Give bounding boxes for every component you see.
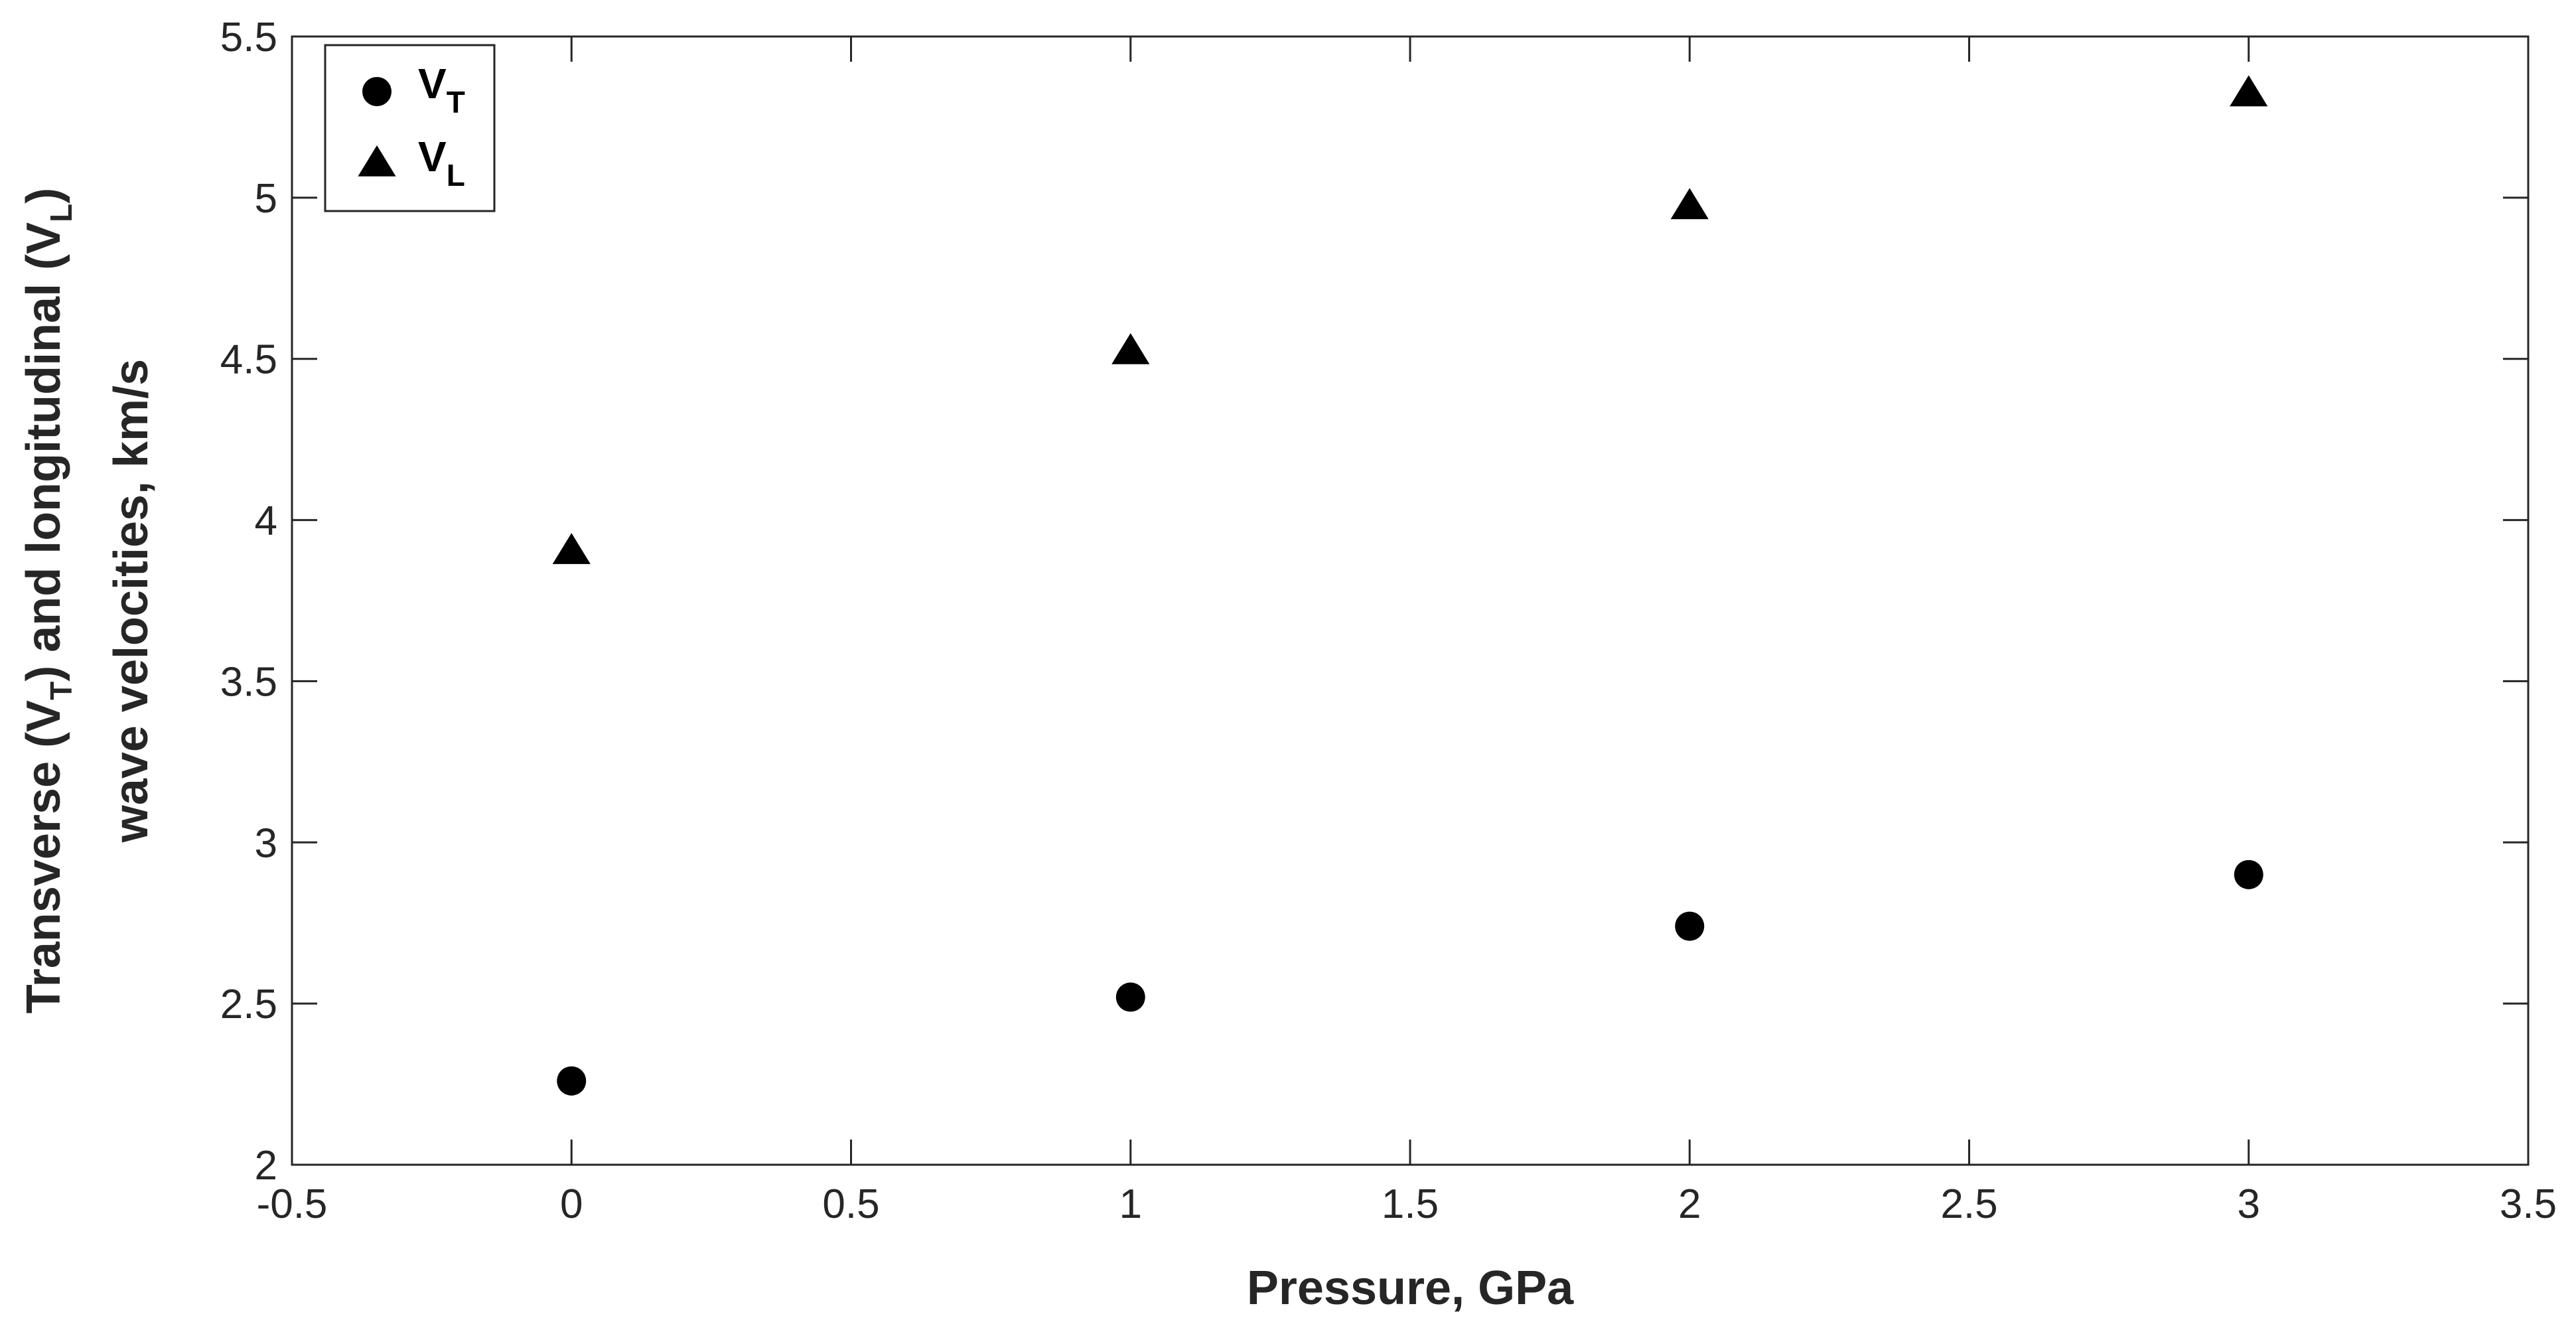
x-tick-label: 3.5 <box>2500 1181 2557 1227</box>
data-point-triangle <box>2230 75 2268 107</box>
data-point-triangle <box>1111 332 1150 364</box>
data-point-circle <box>1675 911 1705 941</box>
legend-item: VT <box>362 60 465 119</box>
x-axis-tick-labels: -0.5 0 0.5 1 1.5 2 2.5 3 3.5 <box>257 1181 2557 1227</box>
x-tick-label: 2 <box>1678 1181 1701 1227</box>
legend-label: VL <box>418 133 465 192</box>
data-point-triangle <box>1670 188 1709 220</box>
y-tick-label: 2 <box>255 1143 277 1189</box>
data-series <box>552 75 2268 1096</box>
legend-label-subscript: T <box>447 85 465 119</box>
y-axis-title-line-2: wave velocities, km/s <box>105 359 158 843</box>
y-axis-title-part: ) and longitudinal (V <box>17 222 70 682</box>
x-tick-label: 0 <box>560 1181 583 1227</box>
y-axis-title: Transverse (VT) and longitudinal (VL) wa… <box>17 188 158 1013</box>
y-axis-title-line-1: Transverse (VT) and longitudinal (VL) <box>17 188 78 1013</box>
x-tick-label: 1.5 <box>1382 1181 1439 1227</box>
legend-box <box>324 44 496 212</box>
y-tick-label: 3 <box>255 820 277 866</box>
x-tick-label: 2.5 <box>1940 1181 1997 1227</box>
x-tick-label: 3 <box>2238 1181 2260 1227</box>
x-tick-label: 1 <box>1119 1181 1142 1227</box>
y-axis-ticks <box>292 35 2528 1166</box>
y-axis-title-part: ) <box>17 188 70 204</box>
data-point-circle <box>1115 982 1145 1012</box>
data-point-circle <box>557 1066 587 1096</box>
legend-label-main: V <box>418 133 447 181</box>
y-tick-label: 5 <box>255 176 277 222</box>
y-tick-label: 4 <box>255 498 277 544</box>
y-axis-title-part: Transverse (V <box>17 700 70 1013</box>
legend-label-subscript: L <box>447 158 465 192</box>
legend-marker-triangle <box>358 145 396 177</box>
x-axis-ticks <box>291 37 2530 1165</box>
y-tick-label: 3.5 <box>220 659 277 705</box>
y-axis-title-subscript-l: L <box>44 204 78 222</box>
y-tick-label: 4.5 <box>220 337 277 383</box>
x-tick-label: 0.5 <box>822 1181 879 1227</box>
legend-label-main: V <box>418 60 447 108</box>
data-point-triangle <box>552 533 591 564</box>
y-axis-tick-labels: 2 2.5 3 3.5 4 4.5 5 5.5 <box>220 15 277 1189</box>
series-triangle <box>552 75 2268 564</box>
x-axis-title: Pressure, GPa <box>1247 1262 1574 1315</box>
data-point-circle <box>2234 859 2263 889</box>
legend-label: VT <box>418 60 465 119</box>
y-tick-label: 5.5 <box>220 15 277 60</box>
x-tick-label: -0.5 <box>257 1181 328 1227</box>
series-circle <box>557 859 2263 1096</box>
legend-item: VL <box>358 133 465 192</box>
legend-marker-circle <box>362 77 392 106</box>
y-axis-title-subscript-t: T <box>44 682 78 700</box>
y-tick-label: 2.5 <box>220 982 277 1027</box>
